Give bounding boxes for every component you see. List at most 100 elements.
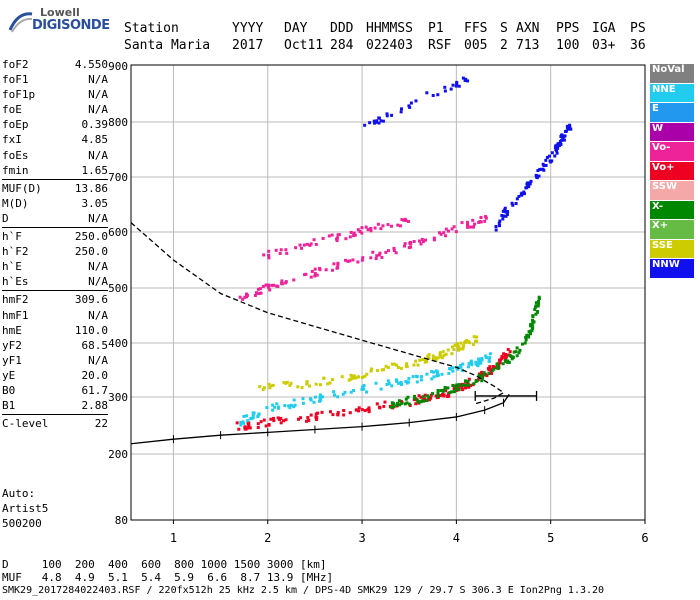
echo-point [335, 236, 339, 240]
echo-point [279, 421, 283, 425]
echo-point [429, 396, 433, 400]
echo-point [395, 379, 399, 383]
echo-point [318, 395, 322, 399]
echo-point [469, 225, 473, 229]
echo-point [526, 333, 530, 337]
echo-point [449, 87, 453, 91]
param-value: 22 [94, 417, 108, 431]
echo-point [307, 384, 311, 388]
param-row: hmF2 309.6 [2, 292, 108, 307]
echo-point [256, 426, 260, 430]
echo-point [396, 401, 400, 405]
echo-point [530, 325, 534, 329]
echo-point [402, 218, 406, 222]
echo-point [482, 371, 486, 375]
echo-point [279, 248, 283, 252]
distance-row: D 100 200 400 600 800 1000 1500 3000 [km… [2, 558, 327, 571]
echo-point [284, 280, 288, 284]
echo-point [367, 406, 371, 410]
echo-point [440, 392, 444, 396]
echo-point [427, 353, 431, 357]
logo-lowell-text: Lowell [40, 6, 80, 19]
echo-point [545, 155, 549, 159]
echo-point [379, 119, 383, 123]
echo-point [480, 377, 484, 381]
echo-point [436, 356, 440, 360]
param-name: foEp [2, 118, 29, 132]
echo-point [305, 380, 309, 384]
echo-point [515, 354, 519, 358]
echo-point [412, 363, 416, 367]
echo-point [272, 419, 276, 423]
echo-point [528, 182, 532, 186]
echo-point [353, 376, 357, 380]
legend-item-w: W [650, 122, 694, 142]
echo-point [392, 402, 396, 406]
echo-point [289, 403, 293, 407]
echo-point [318, 393, 322, 397]
echo-point [381, 224, 385, 228]
echo-point [430, 377, 434, 381]
param-row: h`F 250.0 [2, 229, 108, 244]
echo-point [262, 253, 266, 257]
echo-point [328, 410, 332, 414]
echo-point [280, 279, 284, 283]
header-label-p1: P1 [428, 21, 444, 36]
echo-point [511, 203, 515, 207]
echo-point [497, 224, 501, 228]
echo-point [276, 285, 280, 289]
echo-point [284, 248, 288, 252]
echo-point [277, 405, 281, 409]
echo-point [542, 168, 546, 172]
echo-point [239, 423, 243, 427]
echo-point [312, 400, 316, 404]
echo-point [440, 372, 444, 376]
echo-point [309, 275, 313, 279]
echo-point [416, 400, 420, 404]
echo-point [479, 220, 483, 224]
echo-point [356, 260, 360, 264]
echo-point [254, 291, 258, 295]
echo-point [275, 402, 279, 406]
echo-point [352, 374, 356, 378]
logo-swoosh-icon [8, 12, 33, 33]
echo-point [326, 382, 330, 386]
echo-point [256, 287, 260, 291]
echo-point [342, 413, 346, 417]
param-name: fmin [2, 163, 29, 177]
echo-point [267, 249, 271, 253]
echo-point [504, 352, 508, 356]
echo-point [454, 230, 458, 234]
echo-point [245, 293, 249, 297]
header-value-station: Santa Maria [124, 38, 211, 53]
echo-point [371, 250, 375, 254]
echo-point [360, 408, 364, 412]
echo-point [499, 358, 503, 362]
echo-point [336, 410, 340, 414]
echo-point [509, 355, 513, 359]
x-tick-label: 1 [170, 531, 177, 545]
echo-point [365, 372, 369, 376]
echo-point [488, 356, 492, 360]
echo-point [256, 422, 260, 426]
echo-point [434, 394, 438, 398]
header-value-yyyy: 2017 [232, 38, 264, 53]
echo-point [525, 333, 529, 337]
echo-point [331, 413, 335, 417]
echo-point [399, 380, 403, 384]
echo-point [438, 352, 442, 356]
echo-point [466, 379, 470, 383]
param-row: hmE 110.0 [2, 323, 108, 338]
echo-point [419, 242, 423, 246]
echo-point [438, 394, 442, 398]
echo-point [387, 382, 391, 386]
echo-point [392, 362, 396, 366]
echo-point [501, 362, 505, 366]
echo-point [351, 376, 355, 380]
echo-point [529, 329, 533, 333]
echo-point [257, 292, 261, 296]
echo-point [413, 394, 417, 398]
echo-point [379, 227, 383, 231]
header-value-axn: 713 [516, 38, 540, 53]
echo-point [487, 372, 491, 376]
